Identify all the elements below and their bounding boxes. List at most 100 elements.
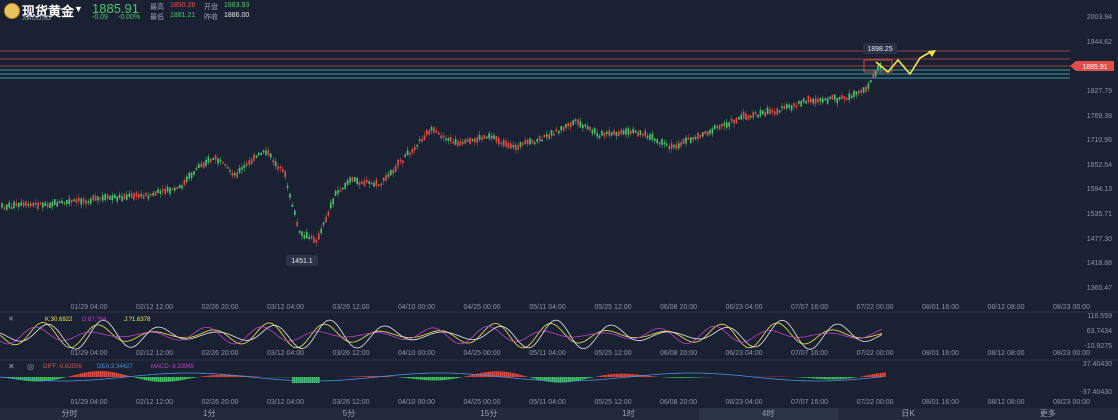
tab-7[interactable]: 更多: [1039, 409, 1056, 418]
instrument-name[interactable]: 现货黄金: [22, 4, 75, 19]
candle-body: [87, 201, 90, 203]
date-axis-label: 01/29 04:00: [71, 304, 108, 311]
candle-body: [490, 135, 493, 139]
date-axis-label: 08/23 00:00: [1053, 350, 1090, 357]
date-axis-label: 02/12 12:00: [136, 304, 173, 311]
macd-bar: [168, 377, 170, 382]
macd-bar: [422, 377, 424, 380]
macd-bar: [668, 377, 670, 378]
candle-body: [454, 139, 457, 145]
candle-body: [390, 169, 392, 176]
macd-bar: [506, 371, 508, 377]
candle-body: [752, 112, 754, 118]
candle-body: [20, 202, 22, 206]
macd-bar: [72, 375, 74, 377]
tab-0[interactable]: 分时: [61, 409, 78, 418]
macd-bar: [458, 377, 460, 378]
candle-body: [344, 182, 346, 189]
macd-close-icon[interactable]: ✕: [8, 362, 15, 371]
candle-body: [579, 121, 582, 128]
macd-bar: [214, 375, 216, 377]
candle-body: [584, 124, 586, 127]
macd-bar: [118, 373, 120, 377]
candle-body: [601, 130, 603, 136]
chevron-down-icon[interactable]: ▼: [74, 4, 83, 14]
macd-bar: [404, 377, 406, 378]
candle-body: [339, 190, 342, 192]
candle-body: [368, 181, 370, 184]
kdj-d-value: D:6?.?94: [82, 317, 107, 323]
candle-body: [330, 202, 332, 209]
kdj-toggle-icon[interactable]: ✕: [8, 316, 14, 323]
macd-bar: [682, 377, 684, 378]
macd-bar: [158, 377, 160, 382]
candle-body: [726, 122, 728, 128]
macd-bar: [620, 373, 622, 377]
candle-body: [277, 166, 279, 170]
candle-body: [140, 194, 142, 197]
candle-body: [560, 126, 562, 131]
candle-body: [226, 166, 229, 169]
candle-body: [212, 157, 214, 160]
candle-body: [608, 130, 610, 136]
macd-bar: [818, 377, 820, 379]
date-axis-label: 06/23 04:00: [726, 350, 763, 357]
macd-bar: [368, 376, 370, 377]
candle-body: [250, 159, 253, 165]
tab-2[interactable]: 5分: [342, 409, 356, 418]
macd-bar: [502, 371, 504, 377]
macd-bar: [180, 377, 182, 381]
candle-body: [291, 204, 294, 207]
macd-bar: [254, 376, 256, 377]
macd-bar: [222, 374, 224, 377]
candle-body: [872, 73, 874, 78]
date-axis-label: 07/22 00:00: [857, 399, 894, 406]
macd-bar: [834, 377, 836, 380]
macd-bar: [534, 377, 536, 379]
candle-body: [723, 122, 726, 126]
candle-body: [207, 157, 210, 163]
candle-body: [534, 142, 536, 145]
candle-body: [171, 187, 174, 190]
candle-body: [829, 96, 831, 99]
macd-bar: [652, 376, 654, 377]
tab-5[interactable]: 4时: [698, 408, 838, 420]
candle-body: [236, 172, 238, 178]
candle-body: [363, 180, 366, 186]
kdj-j-line: [0, 319, 883, 350]
timeframe-tabs: 分时 1分 5分 15分 1时 4时 日K 更多: [0, 408, 1118, 420]
macd-bar: [606, 374, 608, 377]
macd-bar: [46, 377, 48, 381]
macd-bar: [610, 374, 612, 377]
price-change: -0.09: [92, 14, 108, 21]
candle-body: [147, 195, 150, 199]
candle-body: [548, 134, 550, 140]
candle-body: [855, 91, 858, 95]
candle-body: [433, 127, 435, 134]
candle-body: [663, 142, 666, 145]
macd-eye-icon[interactable]: ◎: [27, 362, 34, 371]
tab-4[interactable]: 1时: [622, 409, 635, 418]
kline-chart[interactable]: 2003.94 1944.62 1827.79 1769.38 1710.96 1652.…: [0, 0, 1118, 408]
macd-bar: [612, 374, 614, 377]
macd-bar: [530, 377, 532, 378]
tab-1[interactable]: 1分: [203, 409, 216, 418]
tab-3[interactable]: 15分: [480, 409, 498, 418]
macd-bar: [310, 377, 312, 384]
prev-close-value: 1886.00: [224, 12, 250, 19]
candle-body: [298, 230, 301, 233]
candle-body: [183, 179, 186, 185]
tab-6[interactable]: 日K: [901, 409, 915, 418]
macd-bar: [412, 377, 414, 379]
date-axis-label: 04/25 00:00: [464, 350, 501, 357]
candle-body: [190, 172, 193, 179]
macd-bar: [672, 377, 674, 378]
candle-body: [807, 96, 810, 103]
candle-body: [435, 130, 438, 133]
candle-body: [39, 202, 42, 205]
macd-bar: [496, 371, 498, 377]
macd-bar: [134, 377, 136, 378]
macd-bar: [500, 371, 502, 377]
candle-body: [73, 199, 75, 202]
candle-body: [704, 131, 706, 135]
